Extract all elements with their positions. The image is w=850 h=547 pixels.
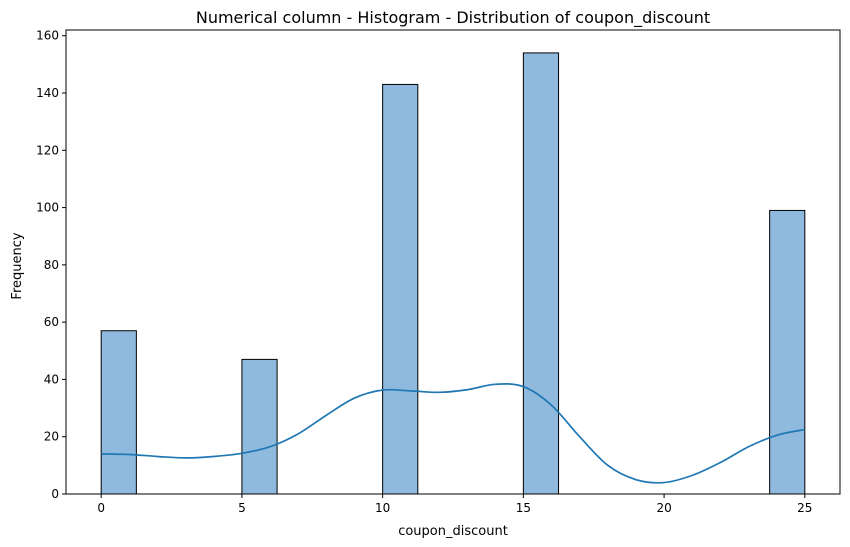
y-tick-label: 0 [51, 487, 59, 501]
y-tick-label: 160 [36, 29, 59, 43]
chart-title: Numerical column - Histogram - Distribut… [196, 8, 710, 28]
y-axis-ticks: 0 20 40 60 80 100 120 140 160 [36, 29, 66, 501]
x-axis-label: coupon_discount [398, 524, 508, 539]
kde-curve [101, 383, 805, 484]
histogram-bar-4 [769, 209, 806, 495]
x-tick-label: 5 [238, 501, 246, 515]
histogram-bars [100, 52, 806, 495]
y-tick-label: 60 [44, 315, 59, 329]
kde-line [101, 383, 805, 484]
x-tick-label: 15 [516, 501, 531, 515]
histogram-bar-2 [382, 83, 419, 495]
plot-frame [65, 29, 841, 495]
x-tick-label: 0 [97, 501, 105, 515]
y-tick-label: 120 [36, 143, 59, 157]
y-tick-label: 140 [36, 86, 59, 100]
x-tick-label: 20 [656, 501, 671, 515]
y-tick-label: 40 [44, 372, 59, 386]
y-tick-label: 80 [44, 258, 59, 272]
y-tick-label: 20 [44, 430, 59, 444]
axes [65, 29, 841, 495]
x-axis-ticks: 0 5 10 15 20 25 [97, 494, 812, 515]
histogram-bar-3 [522, 52, 560, 495]
x-tick-label: 25 [797, 501, 812, 515]
y-tick-label: 100 [36, 201, 59, 215]
histogram-bar-1 [241, 358, 278, 495]
x-tick-label: 10 [375, 501, 390, 515]
histogram-bar-0 [100, 330, 137, 495]
y-axis-label: Frequency [10, 232, 25, 299]
